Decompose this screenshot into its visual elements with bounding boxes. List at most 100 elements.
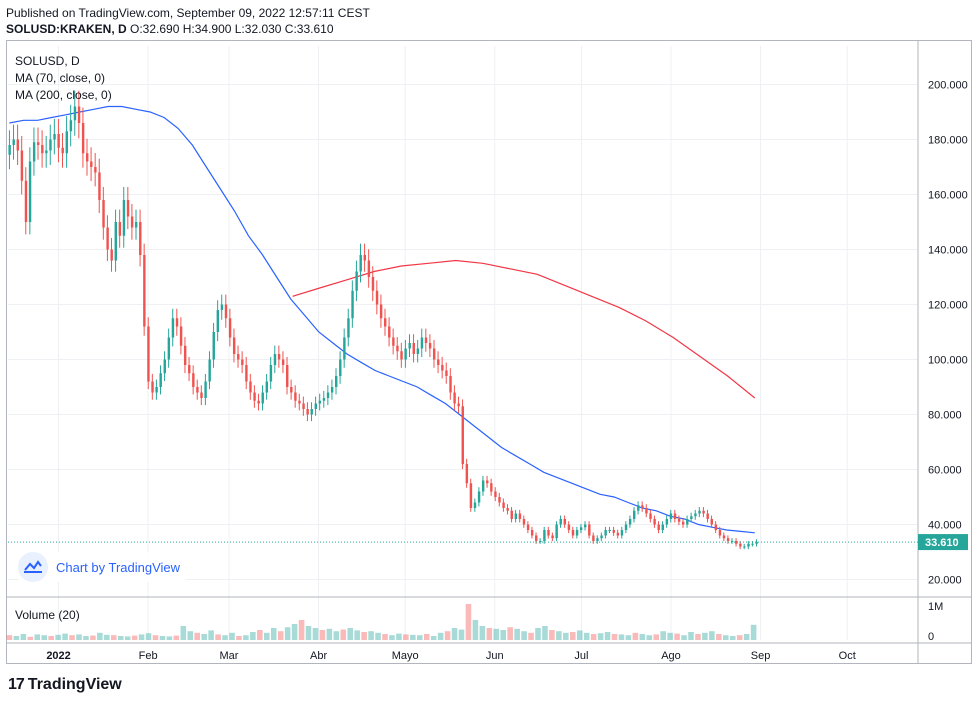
candle xyxy=(228,308,232,347)
volume-bar xyxy=(361,632,367,640)
candle xyxy=(551,532,554,542)
volume-bar xyxy=(229,632,235,640)
volume-bar xyxy=(437,632,444,640)
candle-body xyxy=(151,381,154,393)
candle-body xyxy=(208,359,211,382)
candle-body xyxy=(12,139,15,145)
volume-bar xyxy=(514,628,520,640)
candle-body xyxy=(388,326,391,338)
candle xyxy=(277,345,281,368)
candle xyxy=(281,351,285,374)
candle-body xyxy=(20,150,24,181)
candle xyxy=(196,379,199,400)
volume-bar xyxy=(34,634,41,640)
candle-body xyxy=(16,139,20,151)
volume-bar xyxy=(479,626,486,640)
last-price-label: 33.610 xyxy=(925,537,959,549)
candle xyxy=(171,308,175,347)
candle xyxy=(163,351,166,382)
volume-bar xyxy=(695,634,701,640)
published-line: Published on TradingView.com, September … xyxy=(6,6,370,20)
candle xyxy=(212,322,215,368)
candle xyxy=(65,116,69,168)
volume-bar xyxy=(13,636,20,640)
candle xyxy=(494,487,497,502)
candle xyxy=(604,526,607,539)
candle-body xyxy=(584,524,587,528)
candle-body xyxy=(192,373,195,387)
candle xyxy=(159,365,162,395)
candle-body xyxy=(735,541,738,544)
candle-body xyxy=(102,200,105,228)
candle-body xyxy=(465,464,469,484)
candle-body xyxy=(286,365,289,387)
volume-bar xyxy=(131,635,138,640)
candle-body xyxy=(122,200,126,236)
candle-body xyxy=(535,535,538,541)
candle-body xyxy=(179,326,183,346)
candle xyxy=(126,186,130,230)
footer-brand[interactable]: 17 TradingView xyxy=(8,676,122,694)
attribution-badge[interactable]: Chart by TradingView xyxy=(18,552,187,582)
candle-body xyxy=(139,222,142,255)
candle-body xyxy=(571,530,575,536)
candle-body xyxy=(359,255,362,272)
volume-bar xyxy=(674,633,680,640)
candle xyxy=(453,385,456,411)
candle-body xyxy=(45,150,48,154)
last-price-marker: 33.610 xyxy=(8,534,968,551)
candle xyxy=(273,345,277,374)
volume-bar xyxy=(270,628,277,640)
price-tick-label: 180.000 xyxy=(928,135,968,147)
volume-bar xyxy=(159,636,166,640)
candle xyxy=(412,334,415,363)
candle xyxy=(216,300,220,342)
candle-body xyxy=(449,376,452,393)
candle-body xyxy=(261,392,264,404)
candle xyxy=(612,526,616,536)
volume-bar xyxy=(326,628,333,640)
chart-frame[interactable] xyxy=(6,40,972,664)
candle xyxy=(567,521,571,534)
attribution-text: Chart by TradingView xyxy=(56,559,181,575)
volume-bar xyxy=(576,630,583,640)
candle-body xyxy=(53,134,56,140)
volume-bar xyxy=(347,628,354,640)
candle-body xyxy=(575,530,579,536)
candle xyxy=(588,521,591,539)
candle-body xyxy=(477,491,481,503)
candle-body xyxy=(85,153,89,162)
candle xyxy=(147,317,150,390)
candle-body xyxy=(90,161,93,167)
candle-body xyxy=(49,139,52,151)
candle-body xyxy=(306,409,309,415)
candle-body xyxy=(175,318,179,327)
candle xyxy=(102,186,105,240)
candle-body xyxy=(645,508,648,514)
volume-bar xyxy=(243,635,249,640)
volume-bar xyxy=(723,635,729,640)
time-tick-label: Mar xyxy=(220,650,239,662)
candle-body xyxy=(77,106,81,123)
candle xyxy=(477,487,481,507)
candle xyxy=(445,362,448,384)
candle xyxy=(547,526,550,539)
candle xyxy=(339,351,342,384)
candle xyxy=(261,385,264,411)
candle xyxy=(200,385,203,406)
volume-bar xyxy=(472,620,479,640)
volume-bar xyxy=(90,635,96,640)
volume-bar xyxy=(736,635,743,640)
candle xyxy=(188,356,191,382)
candle-body xyxy=(673,513,677,519)
candle xyxy=(710,515,713,528)
candle-body xyxy=(314,403,318,409)
candle xyxy=(314,396,318,416)
time-axis: 2022 Feb Mar Abr Mayo Jun Jul Ago Sep Oct xyxy=(46,650,855,662)
candle xyxy=(253,385,256,408)
candle-body xyxy=(661,524,665,530)
candle-body xyxy=(555,524,558,539)
volume-bar xyxy=(528,632,534,640)
volume-bar xyxy=(681,635,687,640)
